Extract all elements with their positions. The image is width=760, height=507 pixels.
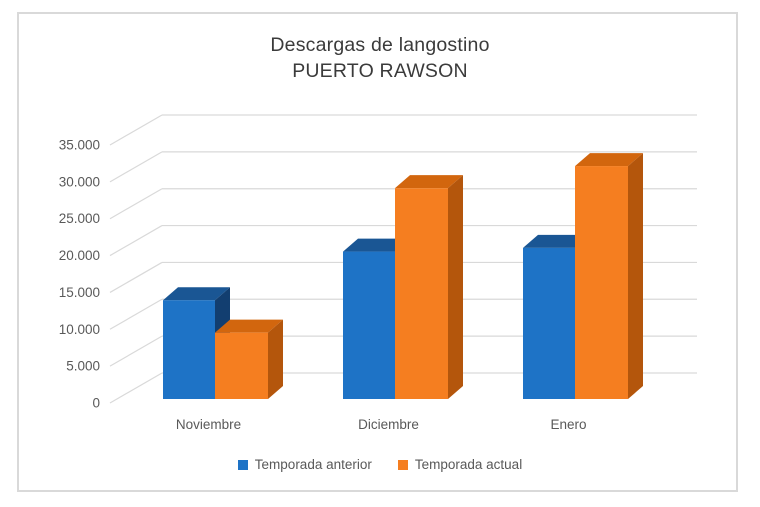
chart-legend: Temporada anterior Temporada actual	[0, 457, 760, 472]
bar-enero-temporada-actual	[575, 166, 628, 399]
x-axis-category-label: Diciembre	[358, 417, 419, 432]
y-axis-tick-label: 35.000	[59, 138, 100, 153]
y-axis-tick-label: 30.000	[59, 174, 100, 189]
chart-frame	[17, 12, 738, 492]
chart-title-line-2: PUERTO RAWSON	[292, 60, 468, 82]
y-axis-tick-label: 0	[92, 396, 100, 411]
bar-top-noviembre-temporada-actual	[215, 319, 283, 333]
chart-title-line-1: Descargas de langostino	[270, 34, 490, 56]
bar-top-noviembre-temporada-anterior	[163, 287, 230, 301]
y-tick-depth-line	[109, 151, 163, 183]
legend-label-temporada-anterior: Temporada anterior	[254, 457, 372, 472]
bar-top-enero-temporada-anterior	[523, 234, 590, 248]
chart-title: Descargas de langostino PUERTO RAWSON	[0, 32, 760, 84]
bar-top-diciembre-temporada-actual	[395, 175, 463, 189]
bar-top-enero-temporada-actual	[575, 153, 643, 167]
y-tick-depth-line	[109, 335, 163, 367]
legend-item-temporada-anterior: Temporada anterior	[237, 457, 372, 472]
y-axis-tick-label: 25.000	[59, 211, 100, 226]
bar-diciembre-temporada-anterior	[343, 251, 395, 399]
legend-swatch-temporada-actual	[397, 459, 408, 470]
y-tick-depth-line	[109, 188, 163, 220]
y-axis-tick-label: 15.000	[59, 285, 100, 300]
y-tick-depth-line	[109, 225, 163, 257]
y-axis-tick-label: 20.000	[59, 248, 100, 263]
y-tick-depth-line	[109, 298, 163, 330]
bar-diciembre-temporada-actual	[395, 188, 448, 399]
bar-top-diciembre-temporada-anterior	[343, 238, 410, 252]
bar-enero-temporada-anterior	[523, 247, 575, 399]
x-axis-category-label: Enero	[550, 417, 586, 432]
bar-side-noviembre-temporada-actual	[268, 319, 283, 399]
bar-noviembre-temporada-actual	[215, 332, 268, 399]
y-axis-tick-label: 10.000	[59, 322, 100, 337]
bar-side-diciembre-temporada-actual	[448, 175, 463, 399]
y-axis-tick-label: 5.000	[66, 359, 100, 374]
y-tick-depth-line	[109, 372, 163, 404]
y-tick-depth-line	[109, 261, 163, 293]
legend-swatch-temporada-anterior	[237, 459, 248, 470]
legend-item-temporada-actual: Temporada actual	[397, 457, 523, 472]
bar-side-enero-temporada-actual	[628, 153, 643, 399]
y-tick-depth-line	[109, 114, 163, 146]
legend-label-temporada-actual: Temporada actual	[414, 457, 523, 472]
x-axis-category-label: Noviembre	[176, 417, 241, 432]
bar-noviembre-temporada-anterior	[163, 300, 215, 399]
